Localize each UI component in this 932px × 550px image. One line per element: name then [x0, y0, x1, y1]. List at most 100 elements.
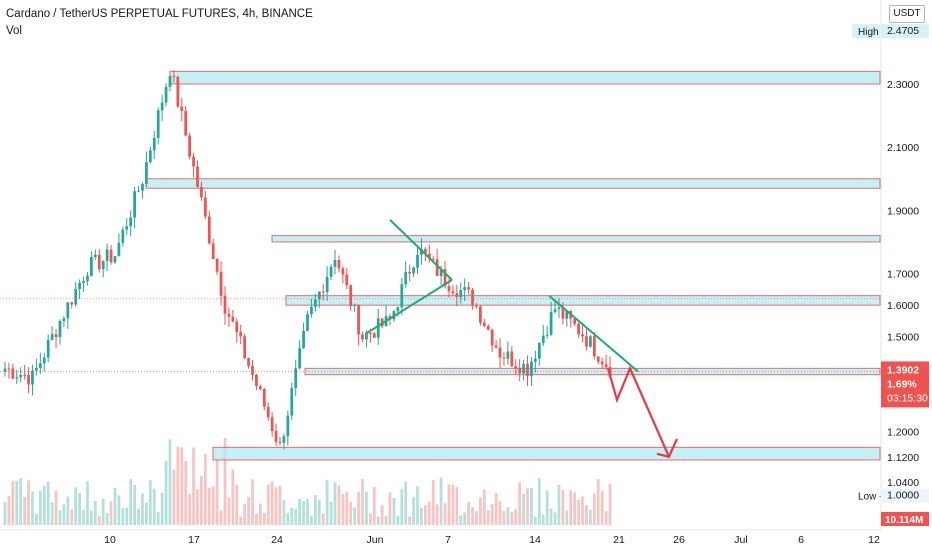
- candle-body: [604, 364, 608, 368]
- candle-body: [203, 197, 207, 217]
- volume-bar: [486, 510, 490, 525]
- candle-body: [270, 417, 274, 432]
- volume-bar: [321, 513, 325, 525]
- volume-bar: [463, 512, 467, 525]
- candle-body: [420, 248, 423, 255]
- candle-body: [341, 268, 345, 275]
- low-price-tag: 1.0000: [887, 490, 919, 502]
- volume-bar: [475, 511, 478, 525]
- candle-body: [423, 248, 427, 254]
- candle-body: [506, 351, 510, 359]
- volume-bar: [141, 493, 144, 525]
- x-tick-label: 12: [868, 534, 880, 546]
- volume-bar: [176, 446, 180, 525]
- candle-body: [145, 162, 148, 184]
- candle-body: [188, 135, 192, 157]
- volume-bar: [231, 469, 235, 525]
- volume-bar: [50, 502, 54, 525]
- y-tick-label: 1.6000: [887, 300, 919, 312]
- trendline: [389, 219, 453, 281]
- candle-body: [74, 289, 78, 305]
- volume-bar: [345, 491, 349, 525]
- candle-body: [561, 307, 565, 319]
- candle-body: [310, 306, 313, 315]
- candle-body: [482, 322, 486, 327]
- volume-bar: [105, 512, 109, 525]
- volume-bar: [333, 482, 337, 525]
- candle-body: [97, 254, 101, 270]
- volume-bar: [384, 516, 388, 525]
- candle-body: [431, 258, 435, 260]
- trendline: [548, 294, 639, 373]
- x-tick-label: 10: [104, 534, 116, 546]
- volume-bar: [439, 477, 443, 525]
- candle-body: [172, 76, 176, 78]
- volume-bar: [82, 509, 85, 525]
- volume-bar: [482, 489, 486, 525]
- volume-bar: [70, 509, 74, 525]
- candle-body: [239, 332, 243, 337]
- candle-body: [101, 261, 105, 270]
- volume-bar: [90, 510, 93, 525]
- candle-body: [298, 348, 302, 369]
- volume-bar: [376, 516, 380, 525]
- volume-tag: 10.114M: [885, 515, 923, 526]
- candle-body: [412, 267, 415, 274]
- volume-bar: [329, 501, 333, 525]
- time-axis: 10 17 24 Jun 7 14 21 26 Jul 6 12: [104, 534, 880, 546]
- volume-bar: [286, 512, 290, 525]
- volume-bar: [565, 510, 569, 525]
- high-marker-bg: [852, 24, 880, 39]
- volume-bar: [353, 507, 357, 525]
- volume-bar: [561, 489, 565, 525]
- volume-bar: [604, 511, 608, 525]
- currency-button[interactable]: USDT: [889, 5, 925, 23]
- candle-body: [439, 269, 443, 276]
- candle-body: [82, 281, 85, 283]
- candle-body: [176, 76, 180, 107]
- candle-body: [514, 366, 518, 368]
- zone-rect: [285, 295, 881, 306]
- volume-bar: [404, 481, 408, 525]
- candle-body: [27, 374, 30, 385]
- volume-bar: [431, 480, 435, 525]
- candle-body: [490, 329, 494, 346]
- volume-bar: [510, 512, 514, 525]
- volume-bar: [365, 491, 368, 525]
- candle-body: [585, 336, 588, 347]
- volume-bar: [490, 503, 494, 525]
- volume-bar: [282, 499, 286, 525]
- volume-bar: [219, 510, 223, 525]
- volume-bar: [97, 515, 101, 525]
- zone-rect: [271, 235, 881, 243]
- volume-bar: [443, 503, 447, 525]
- volume-bar: [518, 482, 522, 525]
- zone-rect: [212, 446, 881, 461]
- candle-body: [3, 368, 7, 372]
- candle-body: [475, 305, 478, 307]
- volume-bar: [200, 475, 203, 525]
- candle-body: [262, 389, 266, 407]
- volume-bar: [589, 509, 592, 525]
- candle-body: [105, 249, 109, 262]
- candle-body: [537, 343, 541, 359]
- volume-bar: [592, 493, 596, 525]
- volume-bar: [522, 493, 525, 525]
- candle-body: [255, 374, 258, 387]
- candle-body: [286, 415, 290, 437]
- volume-bar: [412, 496, 415, 525]
- volume-bar: [341, 494, 345, 525]
- volume-bar: [368, 513, 372, 525]
- x-tick-label: 17: [188, 534, 200, 546]
- high-label: High -: [858, 27, 885, 38]
- volume-bar: [164, 460, 168, 525]
- x-tick-label: 14: [529, 534, 541, 546]
- volume-bar: [396, 515, 400, 525]
- candle-body: [345, 274, 349, 286]
- volume-bar: [23, 497, 26, 525]
- candle-body: [368, 332, 372, 334]
- candle-body: [290, 388, 294, 416]
- low-label: Low -: [858, 492, 882, 503]
- candle-body: [353, 304, 357, 306]
